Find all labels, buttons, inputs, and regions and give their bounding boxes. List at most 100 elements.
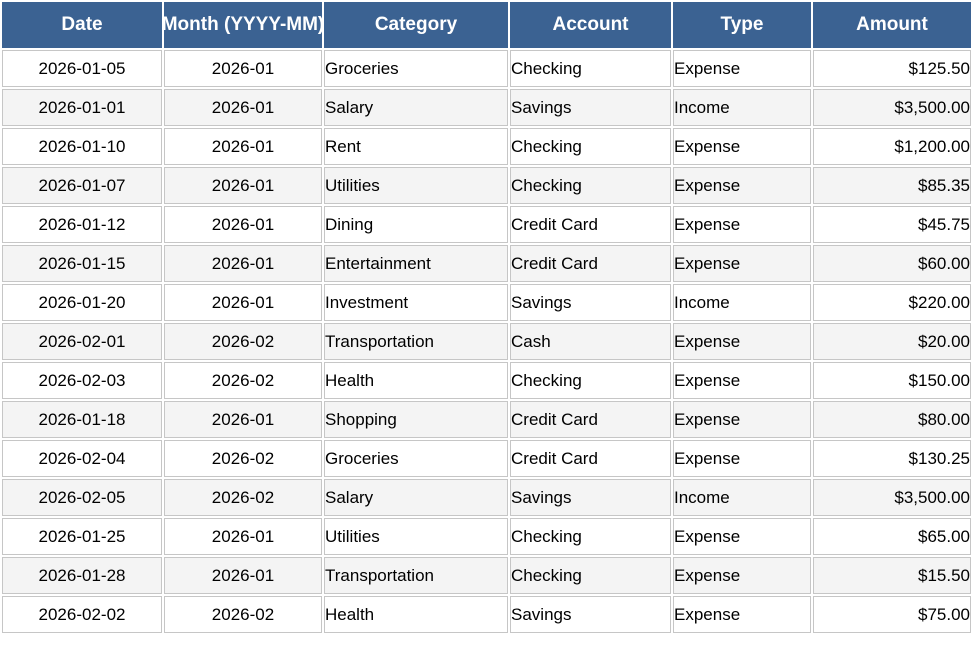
cell-date: 2026-02-04 <box>2 440 162 477</box>
cell-amount: $150.00 <box>813 362 971 399</box>
cell-account: Checking <box>510 518 671 555</box>
cell-category: Entertainment <box>324 245 508 282</box>
column-header-amount: Amount <box>813 2 971 48</box>
column-header-type-label: Type <box>720 14 764 35</box>
column-header-type: Type <box>673 2 811 48</box>
table-row: 2026-01-10 2026-01 Rent Checking Expense $1,2… <box>2 128 971 165</box>
cell-type: Expense <box>673 167 811 204</box>
table-row: 2026-01-05 2026-01 Groceries Checking Expens… <box>2 50 971 87</box>
cell-month: 2026-02 <box>164 479 322 516</box>
cell-date: 2026-01-20 <box>2 284 162 321</box>
cell-month: 2026-01 <box>164 401 322 438</box>
cell-type: Expense <box>673 518 811 555</box>
cell-type: Expense <box>673 50 811 87</box>
cell-account: Credit Card <box>510 440 671 477</box>
column-header-date-label: Date <box>61 14 103 35</box>
cell-type: Expense <box>673 206 811 243</box>
cell-month: 2026-01 <box>164 128 322 165</box>
cell-date: 2026-01-10 <box>2 128 162 165</box>
cell-amount: $85.35 <box>813 167 971 204</box>
cell-category: Transportation <box>324 557 508 594</box>
cell-type: Income <box>673 479 811 516</box>
cell-date: 2026-01-15 <box>2 245 162 282</box>
cell-amount: $20.00 <box>813 323 971 360</box>
cell-account: Savings <box>510 284 671 321</box>
cell-category: Salary <box>324 89 508 126</box>
cell-amount: $1,200.00 <box>813 128 971 165</box>
cell-month: 2026-02 <box>164 323 322 360</box>
column-header-category-label: Category <box>374 14 458 35</box>
table-row: 2026-02-03 2026-02 Health Checking Expense $1… <box>2 362 971 399</box>
cell-amount: $75.00 <box>813 596 971 633</box>
table-row: 2026-01-12 2026-01 Dining Credit Card Expens… <box>2 206 971 243</box>
cell-account: Credit Card <box>510 401 671 438</box>
table-row: 2026-02-04 2026-02 Groceries Credit Card Exp… <box>2 440 971 477</box>
cell-date: 2026-02-01 <box>2 323 162 360</box>
column-header-amount-label: Amount <box>856 14 928 35</box>
cell-type: Expense <box>673 557 811 594</box>
cell-type: Income <box>673 89 811 126</box>
cell-account: Savings <box>510 596 671 633</box>
cell-category: Groceries <box>324 50 508 87</box>
cell-month: 2026-01 <box>164 557 322 594</box>
cell-month: 2026-01 <box>164 167 322 204</box>
cell-account: Checking <box>510 50 671 87</box>
table-row: 2026-01-01 2026-01 Salary Savings Income $3,5… <box>2 89 971 126</box>
cell-month: 2026-02 <box>164 440 322 477</box>
cell-account: Checking <box>510 167 671 204</box>
cell-category: Groceries <box>324 440 508 477</box>
table-row: 2026-01-25 2026-01 Utilities Checking Expens… <box>2 518 971 555</box>
cell-date: 2026-01-05 <box>2 50 162 87</box>
cell-category: Transportation <box>324 323 508 360</box>
cell-account: Cash <box>510 323 671 360</box>
table-row: 2026-01-15 2026-01 Entertainment Credit Car… <box>2 245 971 282</box>
cell-category: Health <box>324 596 508 633</box>
cell-account: Credit Card <box>510 206 671 243</box>
column-header-account: Account <box>510 2 671 48</box>
cell-month: 2026-01 <box>164 284 322 321</box>
cell-type: Expense <box>673 245 811 282</box>
cell-category: Utilities <box>324 167 508 204</box>
table-row: 2026-02-01 2026-02 Transportation Cash Expen… <box>2 323 971 360</box>
table-body: 2026-01-05 2026-01 Groceries Checking Expens… <box>2 50 971 633</box>
cell-type: Expense <box>673 362 811 399</box>
cell-amount: $125.50 <box>813 50 971 87</box>
cell-category: Utilities <box>324 518 508 555</box>
column-header-category: Category <box>324 2 508 48</box>
cell-date: 2026-02-02 <box>2 596 162 633</box>
cell-month: 2026-01 <box>164 206 322 243</box>
table-row: 2026-01-07 2026-01 Utilities Checking Expens… <box>2 167 971 204</box>
cell-amount: $60.00 <box>813 245 971 282</box>
cell-type: Expense <box>673 596 811 633</box>
cell-month: 2026-01 <box>164 518 322 555</box>
cell-category: Rent <box>324 128 508 165</box>
cell-date: 2026-01-25 <box>2 518 162 555</box>
cell-amount: $80.00 <box>813 401 971 438</box>
cell-account: Checking <box>510 362 671 399</box>
cell-type: Expense <box>673 401 811 438</box>
cell-month: 2026-01 <box>164 89 322 126</box>
cell-date: 2026-01-28 <box>2 557 162 594</box>
cell-category: Shopping <box>324 401 508 438</box>
cell-date: 2026-01-07 <box>2 167 162 204</box>
cell-amount: $45.75 <box>813 206 971 243</box>
cell-type: Expense <box>673 323 811 360</box>
table-row: 2026-02-02 2026-02 Health Savings Expense $75… <box>2 596 971 633</box>
cell-category: Dining <box>324 206 508 243</box>
table-header-row: Date Month (YYYY-MM) Category Account Ty… <box>2 2 971 48</box>
cell-date: 2026-02-03 <box>2 362 162 399</box>
cell-amount: $65.00 <box>813 518 971 555</box>
cell-category: Investment <box>324 284 508 321</box>
cell-date: 2026-02-05 <box>2 479 162 516</box>
table-row: 2026-01-20 2026-01 Investment Savings Income… <box>2 284 971 321</box>
cell-month: 2026-02 <box>164 362 322 399</box>
cell-amount: $130.25 <box>813 440 971 477</box>
column-header-account-label: Account <box>552 14 629 35</box>
column-header-month: Month (YYYY-MM) <box>164 2 322 48</box>
cell-category: Salary <box>324 479 508 516</box>
cell-amount: $3,500.00 <box>813 479 971 516</box>
cell-month: 2026-02 <box>164 596 322 633</box>
table-row: 2026-01-28 2026-01 Transportation Checking E… <box>2 557 971 594</box>
cell-account: Checking <box>510 128 671 165</box>
column-header-month-label: Month (YYYY-MM) <box>164 14 322 35</box>
